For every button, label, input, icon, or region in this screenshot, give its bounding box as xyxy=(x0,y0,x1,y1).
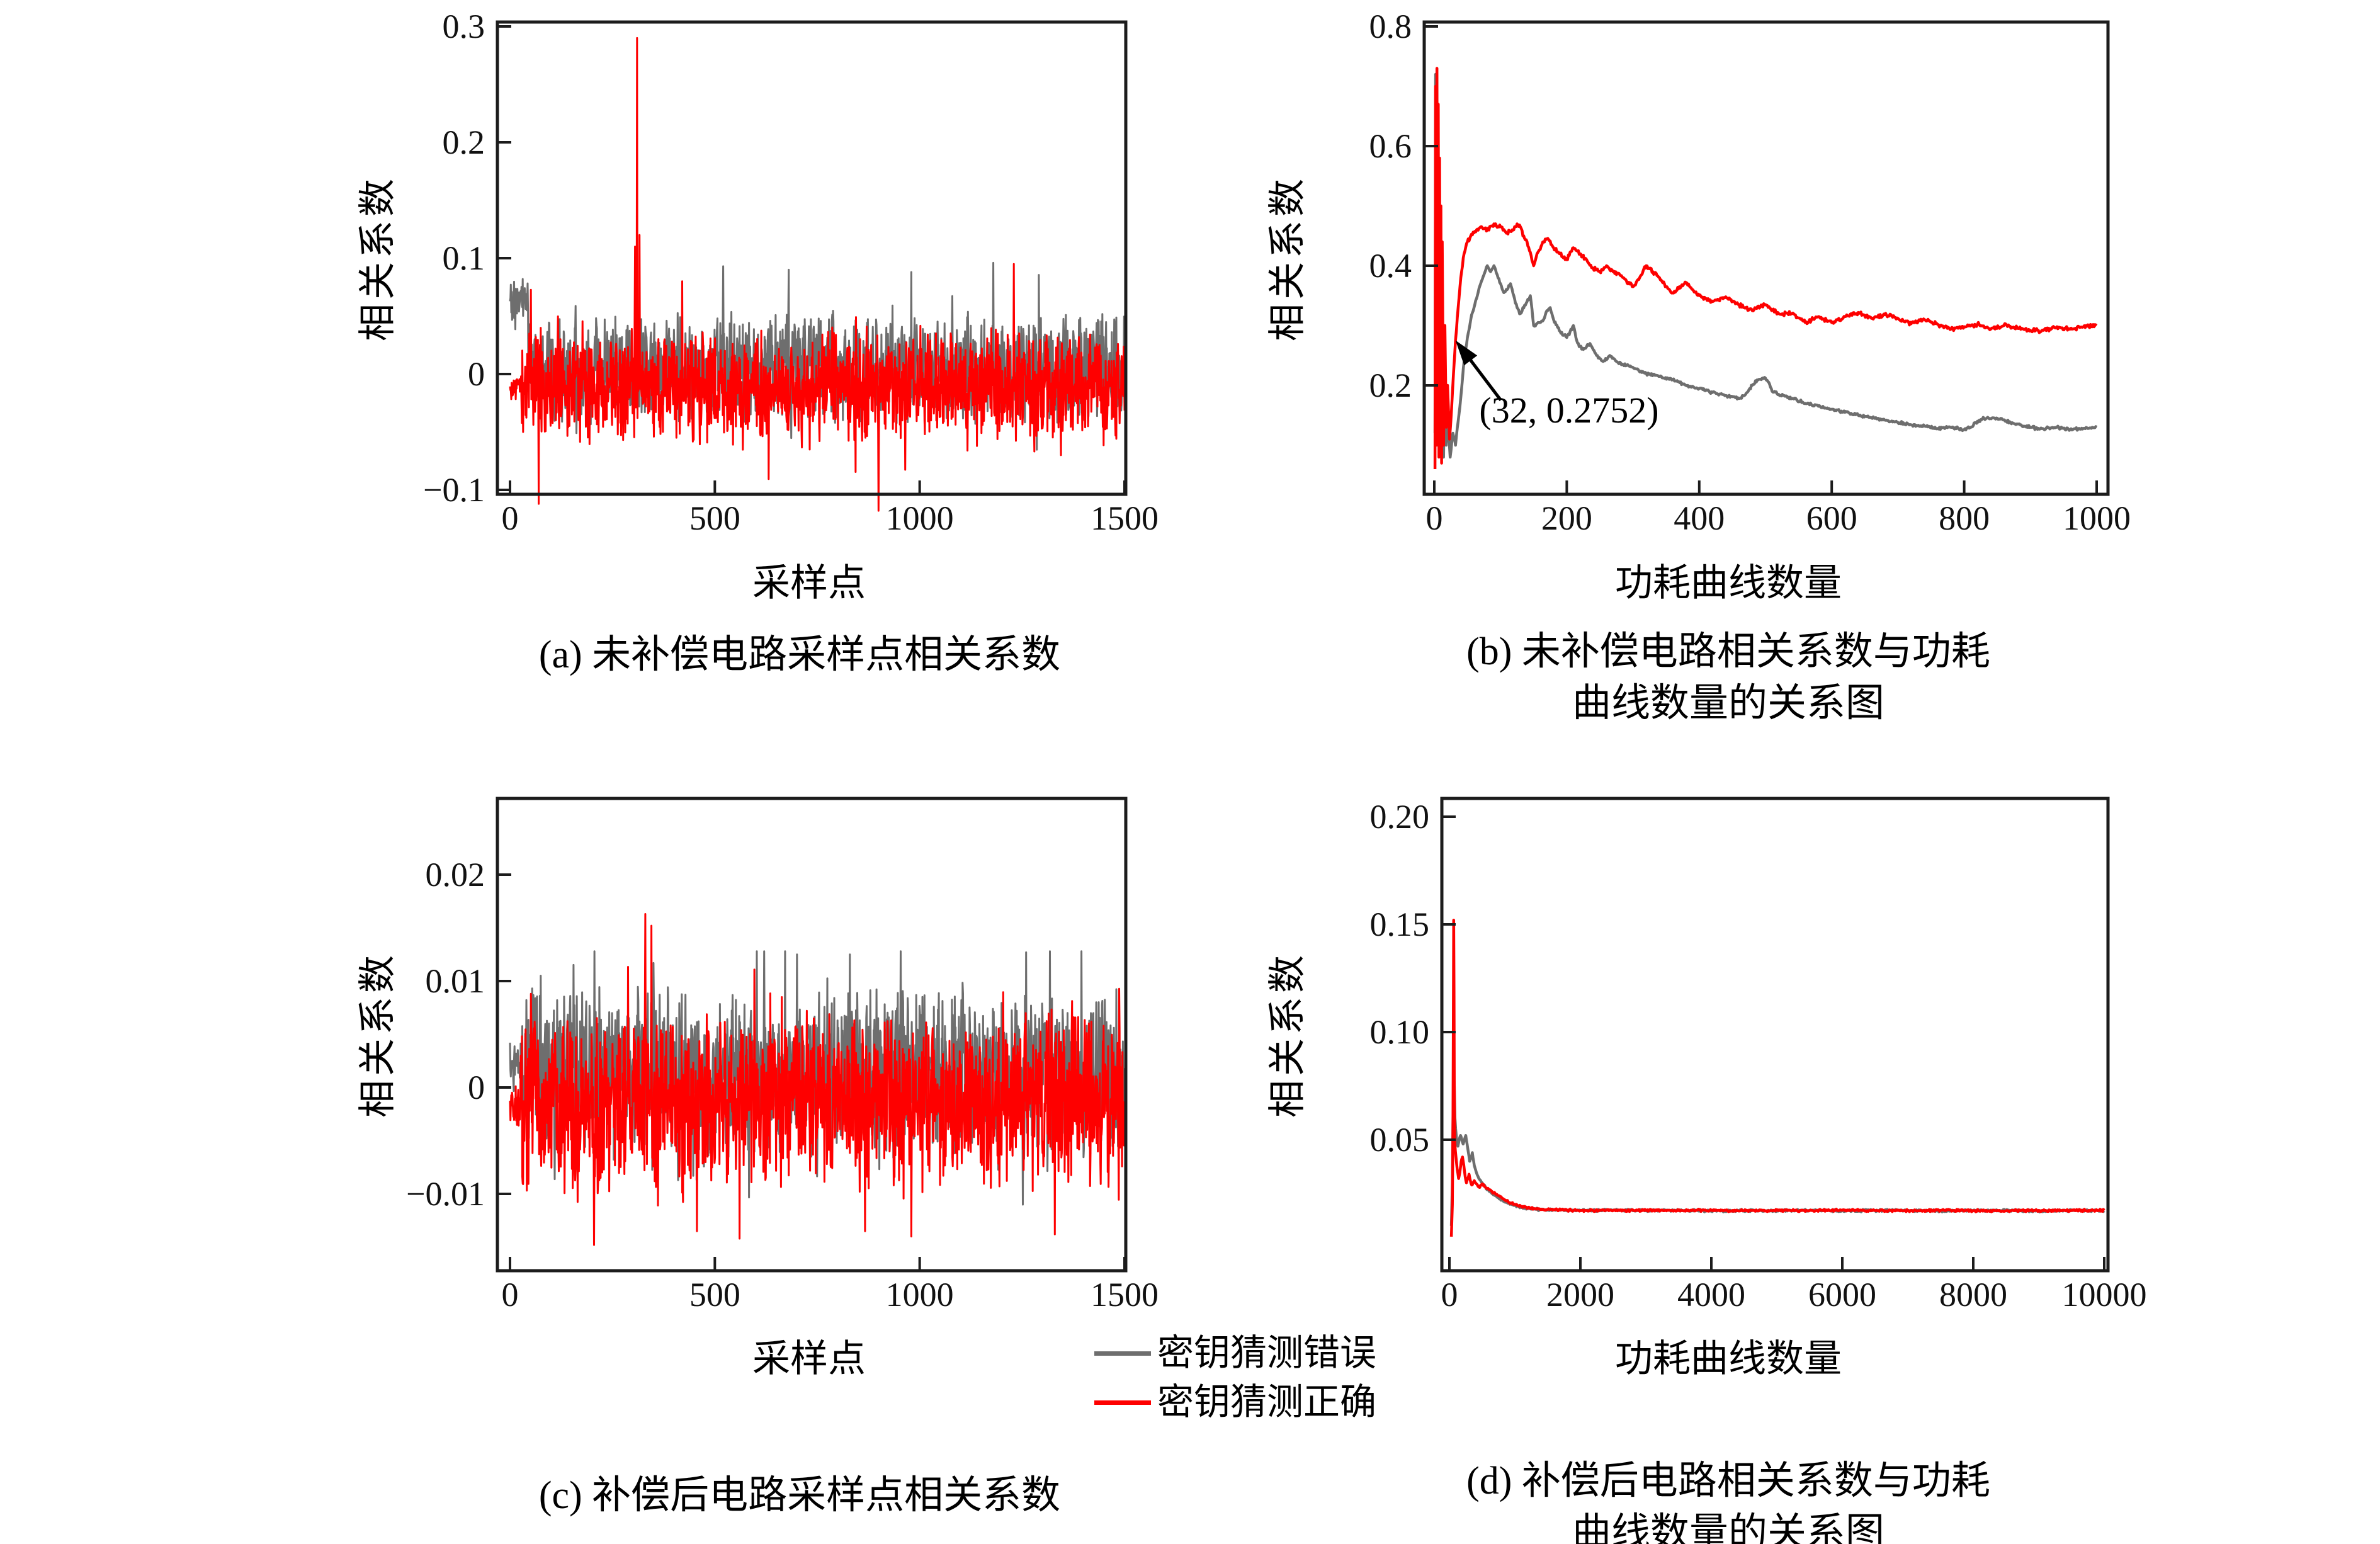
tick-label: 0.3 xyxy=(442,8,485,45)
panel-b-caption-line1: (b) 未补偿电路相关系数与功耗 xyxy=(1466,630,1990,673)
tick-label: 0.8 xyxy=(1369,8,1412,45)
legend-label-key-guess-correct: 密钥猜测正确 xyxy=(1157,1382,1377,1422)
tick-label: 10000 xyxy=(2061,1276,2147,1314)
tick-label: 0.01 xyxy=(425,962,485,1000)
tick-label: 400 xyxy=(1674,499,1725,537)
tick-label: 0.15 xyxy=(1369,905,1430,943)
legend: 密钥猜测错误 密钥猜测正确 xyxy=(1094,1335,1376,1421)
tick-label: −0.1 xyxy=(423,471,485,509)
tick-label: 0.2 xyxy=(1369,366,1412,404)
tick-label: 0.20 xyxy=(1369,798,1430,836)
legend-item-key-guess-wrong: 密钥猜测错误 xyxy=(1094,1335,1376,1371)
tick-label: 0.02 xyxy=(425,856,485,894)
tick-label: 1000 xyxy=(2063,499,2131,537)
legend-swatch-gray-line xyxy=(1094,1351,1151,1356)
tick-label: 4000 xyxy=(1677,1276,1745,1314)
panel-c-caption: (c) 补偿后电路采样点相关系数 xyxy=(538,1474,1061,1517)
panel-d-caption-line1: (d) 补偿后电路相关系数与功耗 xyxy=(1466,1460,1990,1502)
panel-a-ylabel: 相关系数 xyxy=(357,175,399,341)
tick-label: 0 xyxy=(1441,1276,1458,1314)
tick-label: 6000 xyxy=(1808,1276,1876,1314)
tick-label: 500 xyxy=(689,499,740,537)
tick-label: 2000 xyxy=(1546,1276,1614,1314)
panel-a-caption: (a) 未补偿电路采样点相关系数 xyxy=(538,633,1061,676)
panel-c-xlabel: 采样点 xyxy=(752,1338,866,1380)
tick-label: 0 xyxy=(501,499,519,537)
tick-label: 0 xyxy=(501,1276,519,1314)
tick-label: 0 xyxy=(468,355,485,393)
tick-label: −0.01 xyxy=(406,1175,485,1213)
tick-label: 500 xyxy=(689,1276,740,1314)
tick-label: 8000 xyxy=(1939,1276,2007,1314)
tick-label: 600 xyxy=(1806,499,1857,537)
tick-label: 1500 xyxy=(1091,499,1159,537)
panel-d-xlabel: 功耗曲线数量 xyxy=(1615,1338,1842,1380)
tick-label: 0.10 xyxy=(1369,1013,1430,1051)
legend-label-key-guess-wrong: 密钥猜测错误 xyxy=(1157,1332,1377,1373)
panel-b-caption-line2: 曲线数量的关系图 xyxy=(1572,682,1885,725)
legend-item-key-guess-correct: 密钥猜测正确 xyxy=(1094,1384,1376,1421)
tick-label: 0.1 xyxy=(442,239,485,277)
annotation-point-label: (32, 0.2752) xyxy=(1479,390,1659,431)
tick-label: 0.4 xyxy=(1369,247,1412,285)
panel-b-ylabel: 相关系数 xyxy=(1267,175,1308,341)
tick-label: 0 xyxy=(468,1069,485,1106)
tick-label: 1500 xyxy=(1091,1276,1159,1314)
panel-b-xlabel: 功耗曲线数量 xyxy=(1615,562,1842,604)
panel-d-ylabel: 相关系数 xyxy=(1267,951,1308,1118)
panel-c-ylabel: 相关系数 xyxy=(357,951,399,1118)
tick-label: 0 xyxy=(1425,499,1443,537)
tick-label: 200 xyxy=(1541,499,1592,537)
panel-d-caption-line2: 曲线数量的关系图 xyxy=(1572,1511,1885,1544)
tick-label: 1000 xyxy=(885,1276,954,1314)
tick-label: 0.6 xyxy=(1369,127,1412,165)
tick-label: 0.05 xyxy=(1369,1121,1430,1159)
tick-label: 0.2 xyxy=(442,123,485,161)
legend-swatch-red-line xyxy=(1094,1400,1151,1405)
panel-a-xlabel: 采样点 xyxy=(752,562,866,604)
tick-label: 1000 xyxy=(885,499,954,537)
tick-label: 800 xyxy=(1939,499,1990,537)
